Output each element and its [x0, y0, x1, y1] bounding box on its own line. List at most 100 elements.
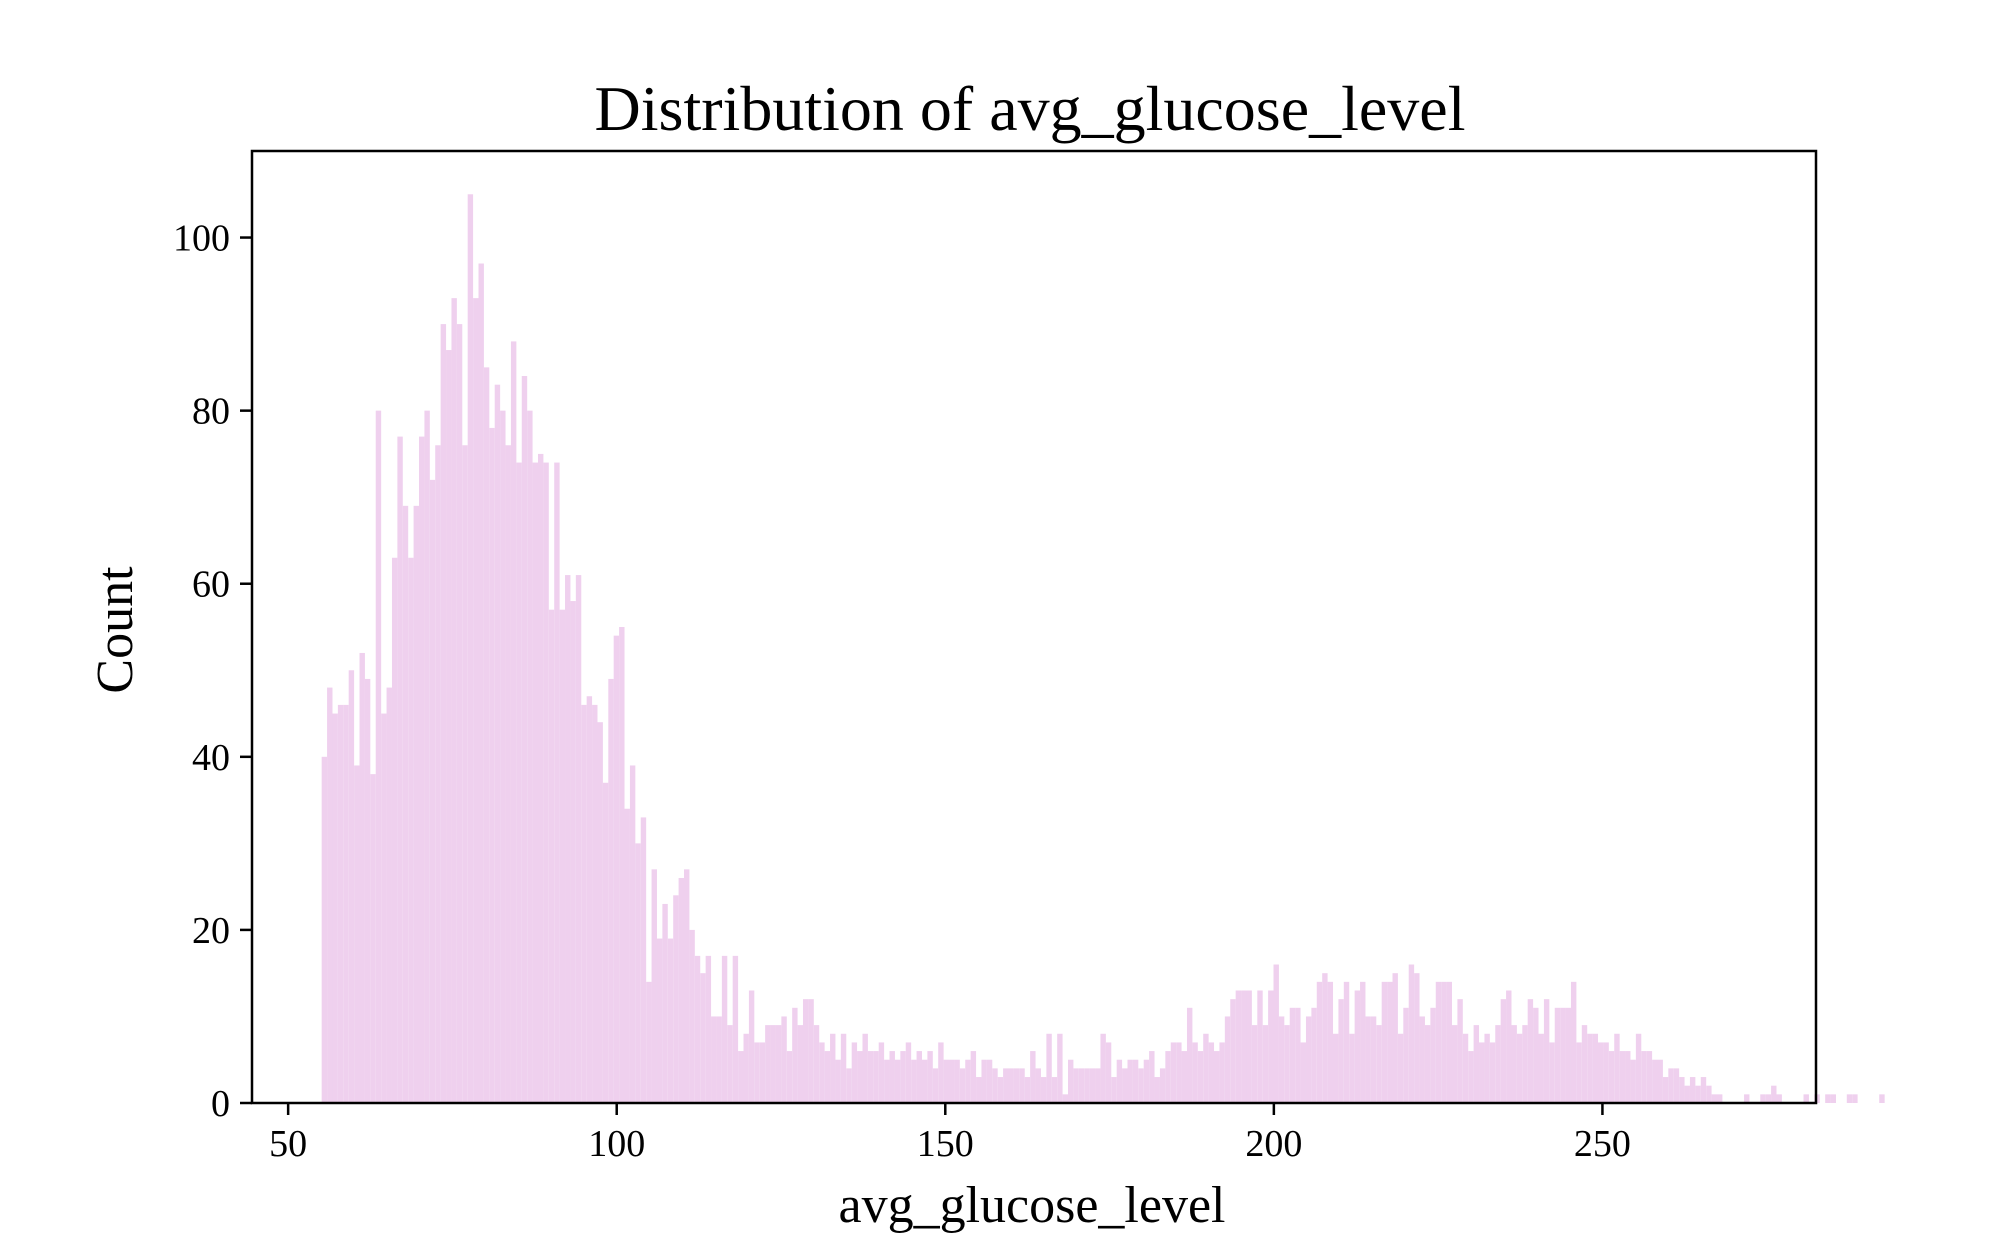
histogram-bar	[1219, 1042, 1225, 1103]
histogram-bar	[1879, 1094, 1885, 1103]
histogram-bar	[1122, 1068, 1128, 1103]
histogram-bar	[1646, 1051, 1653, 1103]
histogram-bar	[840, 1033, 847, 1103]
histogram-bar	[1246, 990, 1252, 1103]
histogram-bar	[1143, 1059, 1150, 1103]
histogram-bar	[608, 678, 614, 1103]
histogram-bar	[435, 445, 441, 1103]
histogram-bar	[1105, 1042, 1112, 1103]
histogram-bar	[343, 704, 349, 1103]
histogram-bar	[570, 601, 576, 1103]
histogram-bar	[548, 609, 555, 1103]
histogram-bar	[1354, 990, 1361, 1103]
histogram-bar	[1040, 1077, 1047, 1103]
histogram-bar	[386, 687, 392, 1103]
histogram-bar	[1527, 999, 1534, 1103]
histogram-bar	[1554, 1007, 1561, 1103]
histogram-bar	[1132, 1059, 1139, 1103]
histogram-bar	[575, 575, 582, 1103]
histogram-bar	[1111, 1077, 1117, 1103]
histogram-bar	[321, 756, 328, 1103]
histogram-bar	[1673, 1068, 1680, 1103]
histogram-bar	[846, 1068, 852, 1103]
histogram-bar	[954, 1059, 960, 1103]
histogram-bar	[1446, 981, 1452, 1103]
histogram-bar	[1830, 1094, 1836, 1103]
x-tick-label: 250	[1574, 1123, 1631, 1165]
histogram-bar	[1392, 973, 1398, 1103]
histogram-bar	[1668, 1068, 1674, 1103]
histogram-bar	[1305, 1016, 1312, 1103]
histogram-bar	[716, 1016, 722, 1103]
histogram-bar	[819, 1042, 825, 1103]
histogram-bar	[927, 1051, 933, 1103]
histogram-bar	[992, 1068, 998, 1103]
histogram-bar	[1468, 1051, 1474, 1103]
histogram-bar	[451, 298, 457, 1103]
histogram-bar	[1803, 1094, 1809, 1103]
histogram-bar	[743, 1033, 749, 1103]
histogram-bar	[684, 869, 690, 1103]
histogram-bar	[1073, 1068, 1079, 1103]
histogram-bar	[1333, 1033, 1339, 1103]
histogram-bar	[965, 1059, 971, 1103]
histogram-bar	[1825, 1094, 1831, 1103]
histogram-bar	[943, 1059, 950, 1103]
histogram-bar	[1408, 964, 1415, 1103]
histogram-bar	[375, 410, 382, 1103]
histogram-bar	[473, 298, 479, 1103]
histogram-bar	[884, 1059, 890, 1103]
histogram-bar	[1424, 1025, 1431, 1103]
histogram-bar	[1760, 1094, 1766, 1103]
histogram-bar	[1495, 1025, 1501, 1103]
histogram-bar	[878, 1042, 885, 1103]
histogram-bar	[727, 1025, 733, 1103]
histogram-bar	[402, 505, 409, 1104]
histogram-bar	[646, 981, 652, 1103]
histogram-bar	[1516, 1033, 1523, 1103]
histogram-bar	[1625, 1051, 1631, 1103]
histogram-bar	[700, 973, 706, 1103]
histogram-bar	[1116, 1059, 1123, 1103]
histogram-bar	[770, 1025, 776, 1103]
histogram-bar	[1370, 1016, 1377, 1103]
histogram-bar	[656, 938, 663, 1103]
histogram-bar	[581, 704, 587, 1103]
histogram-bar	[1154, 1077, 1160, 1103]
histogram-bar	[1095, 1068, 1101, 1103]
histogram-bar	[775, 1025, 782, 1103]
histogram-bar	[494, 384, 501, 1103]
histogram-bar	[1716, 1094, 1723, 1103]
histogram-bar	[1273, 964, 1279, 1103]
histogram-bar	[543, 462, 549, 1103]
histogram-bar	[1765, 1094, 1772, 1103]
histogram-bar	[754, 1042, 760, 1103]
histogram-bar	[1635, 1033, 1642, 1103]
histogram-bar	[732, 955, 739, 1103]
histogram-bar	[1506, 990, 1512, 1103]
histogram-bar	[1695, 1085, 1701, 1103]
histogram-bar	[905, 1042, 912, 1103]
histogram-bar	[959, 1068, 966, 1103]
histogram-bar	[516, 462, 522, 1103]
histogram-bar	[489, 427, 495, 1103]
histogram-bar	[851, 1042, 858, 1103]
y-tick-label: 100	[173, 218, 230, 260]
histogram-bar	[327, 687, 333, 1103]
histogram-bar	[1657, 1059, 1663, 1103]
histogram-bar	[1419, 1016, 1425, 1103]
histogram-bar	[857, 1051, 863, 1103]
histogram-bar	[1300, 1042, 1306, 1103]
histogram-bar	[932, 1068, 939, 1103]
histogram-bar	[1608, 1051, 1615, 1103]
histogram-bar	[1197, 1051, 1204, 1103]
histogram-bar	[505, 445, 511, 1103]
histogram-bar	[1489, 1042, 1496, 1103]
histogram-bar	[894, 1059, 901, 1103]
histogram-bar	[635, 843, 641, 1103]
histogram-bar	[1533, 1007, 1539, 1103]
histogram-bar	[711, 1016, 717, 1103]
histogram-bar	[624, 808, 630, 1103]
histogram-bar	[1376, 1025, 1382, 1103]
histogram-bar	[1289, 1007, 1296, 1103]
